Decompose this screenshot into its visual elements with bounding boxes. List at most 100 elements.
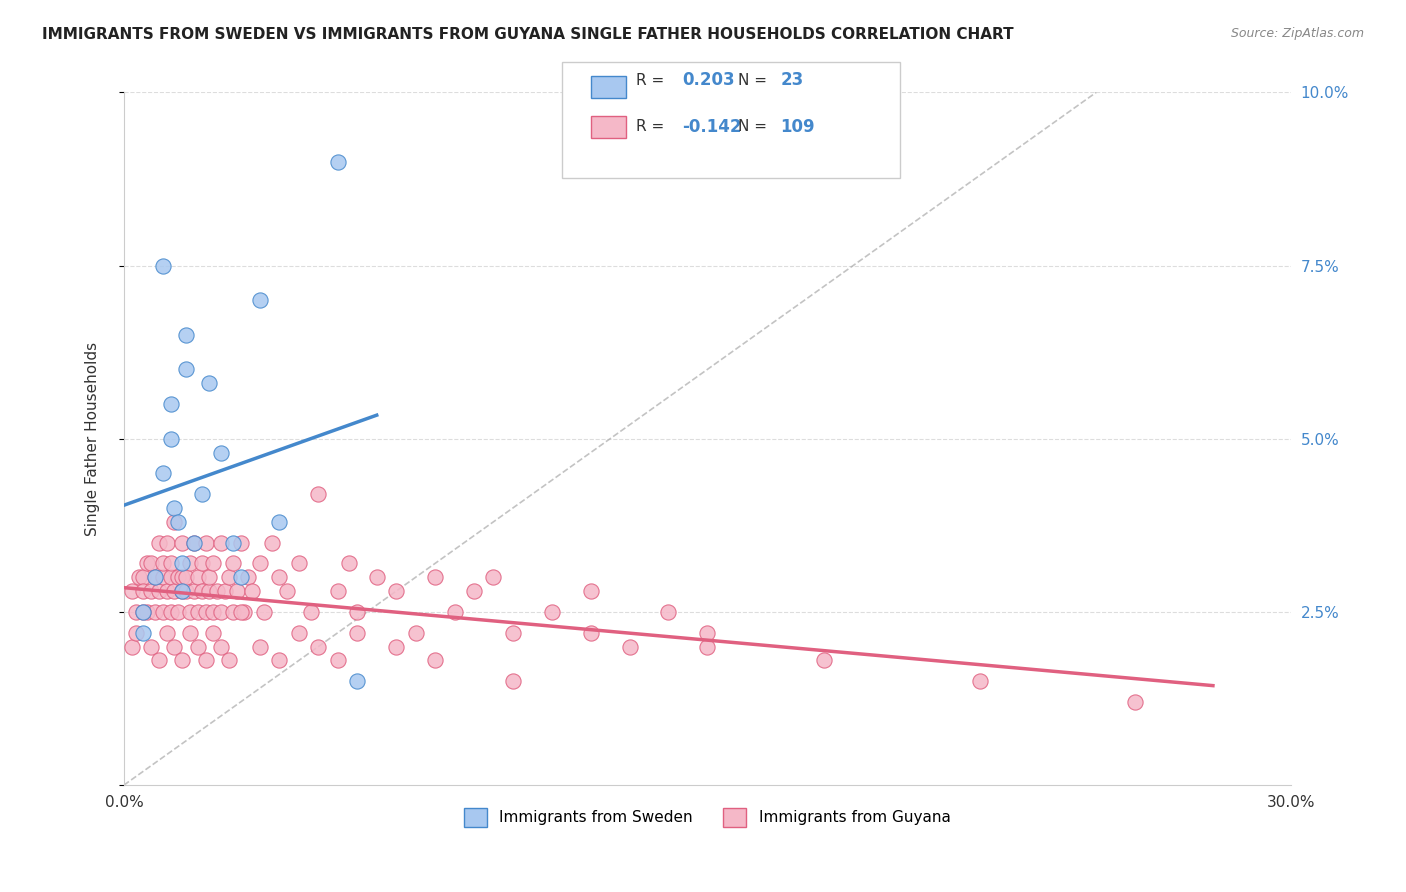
Point [167, 570, 190, 584]
Point [159, 557, 181, 571]
Point [249, 293, 271, 308]
Point [163, 640, 186, 654]
Point [124, 625, 146, 640]
Point [152, 467, 174, 481]
Point [463, 584, 485, 599]
Point [202, 625, 225, 640]
Text: R =: R = [636, 73, 664, 87]
Point [132, 605, 155, 619]
Text: 0.203: 0.203 [682, 71, 734, 89]
Point [222, 535, 245, 549]
Point [346, 605, 368, 619]
Point [190, 584, 212, 599]
Point [502, 625, 524, 640]
Point [163, 501, 186, 516]
Point [159, 397, 181, 411]
Text: R =: R = [636, 120, 664, 134]
Point [1123, 695, 1146, 709]
Point [167, 515, 190, 529]
Point [143, 605, 166, 619]
Point [288, 557, 311, 571]
Y-axis label: Single Father Households: Single Father Households [86, 342, 100, 536]
Point [183, 535, 205, 549]
Point [187, 605, 209, 619]
Point [148, 535, 170, 549]
Point [172, 535, 194, 549]
Point [307, 487, 329, 501]
Point [179, 557, 201, 571]
Point [346, 674, 368, 689]
Point [124, 605, 146, 619]
Point [540, 605, 562, 619]
Point [174, 584, 197, 599]
Point [385, 640, 408, 654]
Point [269, 570, 291, 584]
Text: 23: 23 [780, 71, 804, 89]
Point [326, 653, 349, 667]
Point [143, 570, 166, 584]
Point [366, 570, 388, 584]
Point [156, 535, 179, 549]
Text: N =: N = [738, 73, 768, 87]
Point [249, 557, 271, 571]
Point [190, 487, 212, 501]
Point [385, 584, 408, 599]
Point [326, 154, 349, 169]
Point [288, 625, 311, 640]
Point [276, 584, 298, 599]
Point [240, 584, 263, 599]
Point [152, 259, 174, 273]
Point [326, 584, 349, 599]
Point [209, 605, 232, 619]
Point [163, 515, 186, 529]
Point [269, 653, 291, 667]
Point [229, 570, 252, 584]
Point [183, 584, 205, 599]
Point [156, 625, 179, 640]
Point [482, 570, 505, 584]
Point [218, 653, 240, 667]
Point [346, 625, 368, 640]
Point [121, 640, 143, 654]
Point [579, 584, 602, 599]
Point [198, 376, 221, 391]
Point [152, 605, 174, 619]
Point [969, 674, 991, 689]
Point [229, 605, 252, 619]
Point [132, 570, 155, 584]
Point [136, 605, 159, 619]
Point [132, 625, 155, 640]
Point [657, 605, 679, 619]
Point [172, 570, 194, 584]
Point [174, 327, 197, 342]
Point [148, 584, 170, 599]
Point [253, 605, 276, 619]
Point [229, 535, 252, 549]
Text: IMMIGRANTS FROM SWEDEN VS IMMIGRANTS FROM GUYANA SINGLE FATHER HOUSEHOLDS CORREL: IMMIGRANTS FROM SWEDEN VS IMMIGRANTS FRO… [42, 27, 1014, 42]
Point [148, 653, 170, 667]
Point [132, 605, 155, 619]
Point [233, 605, 256, 619]
Point [128, 570, 150, 584]
Point [172, 584, 194, 599]
Point [579, 625, 602, 640]
Text: -0.142: -0.142 [682, 118, 741, 136]
Point [269, 515, 291, 529]
Point [423, 570, 446, 584]
Point [502, 674, 524, 689]
Point [152, 570, 174, 584]
Point [198, 570, 221, 584]
Point [174, 570, 197, 584]
Point [139, 584, 162, 599]
Point [209, 640, 232, 654]
Point [156, 584, 179, 599]
Point [187, 640, 209, 654]
Point [139, 640, 162, 654]
Point [183, 535, 205, 549]
Point [339, 557, 361, 571]
Point [194, 653, 217, 667]
Point [159, 432, 181, 446]
Point [225, 584, 247, 599]
Point [174, 362, 197, 376]
Point [260, 535, 283, 549]
